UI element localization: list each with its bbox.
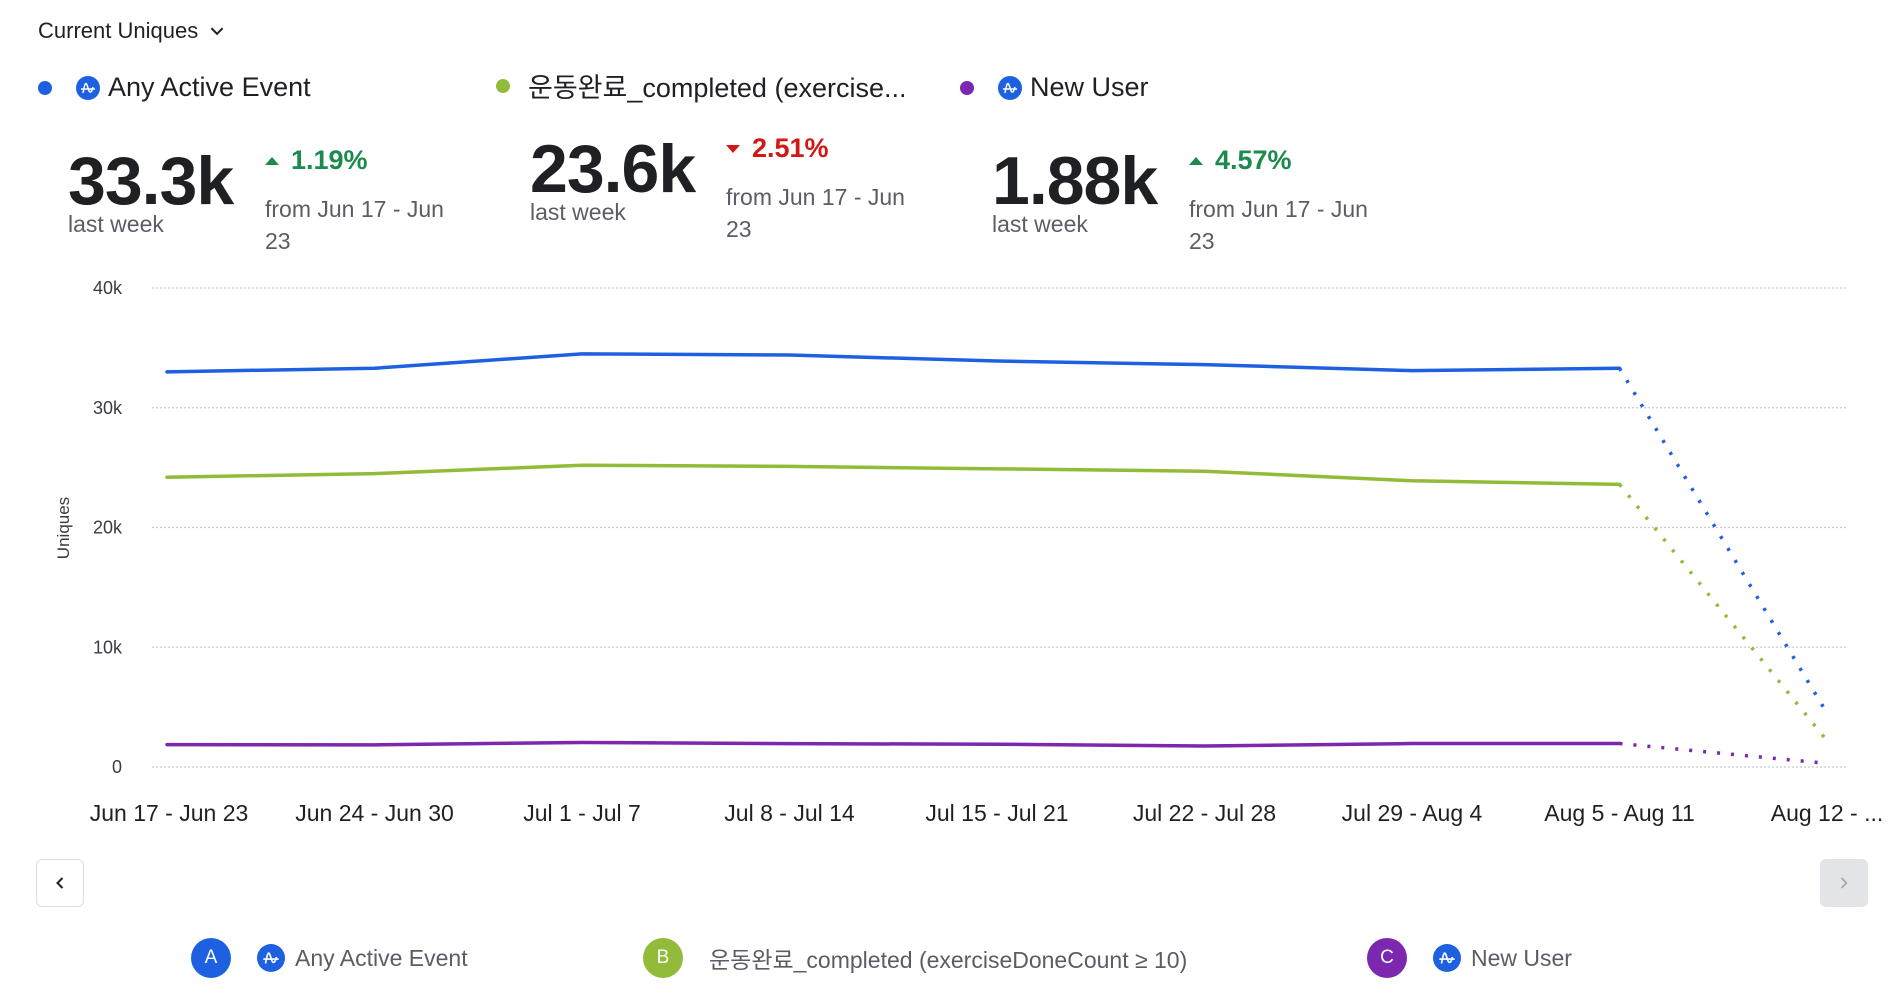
data-point[interactable] [159, 737, 175, 753]
series-value: 23.6k [530, 131, 696, 207]
legend-label: 운동완료_completed (exerciseDoneCount ≥ 10) [709, 947, 1188, 973]
y-tick-label: 0 [112, 757, 122, 777]
series-letter-badge: A [191, 938, 231, 978]
data-point[interactable] [574, 457, 590, 473]
data-point[interactable] [1404, 473, 1420, 489]
series-value-caption: last week [530, 199, 626, 225]
data-point[interactable] [367, 737, 383, 753]
data-point[interactable] [1612, 360, 1628, 376]
series-header-any-active-event: Any Active Event [38, 72, 311, 103]
chevron-left-icon [56, 877, 64, 889]
x-tick-label: Aug 5 - Aug 11 [1544, 800, 1694, 826]
y-tick-label: 30k [93, 398, 123, 418]
arrow-up-icon [265, 156, 279, 165]
delta-value: 2.51% [752, 133, 829, 163]
series-name: Any Active Event [108, 72, 311, 102]
series-incomplete-segment [1619, 741, 1828, 766]
series-c [159, 734, 1835, 771]
series-line[interactable] [165, 740, 1622, 748]
legend-item-c[interactable]: C New User [1367, 938, 1572, 978]
data-point[interactable] [1404, 363, 1420, 379]
delta-badge: 4.57% [1189, 145, 1292, 176]
data-point[interactable] [1612, 476, 1628, 492]
data-point[interactable] [1819, 755, 1835, 771]
data-point[interactable] [367, 466, 383, 482]
x-tick-label: Jul 1 - Jul 7 [523, 800, 641, 826]
legend-item-a[interactable]: A Any Active Event [191, 938, 468, 978]
metric-selector-dropdown[interactable]: Current Uniques [38, 18, 226, 44]
data-point[interactable] [989, 461, 1005, 477]
series-a [159, 346, 1835, 721]
series-color-dot [38, 80, 52, 95]
data-point[interactable] [1819, 733, 1835, 749]
series-name: 운동완료_completed (exercise... [528, 73, 907, 103]
delta-badge: 1.19% [265, 145, 368, 176]
data-point[interactable] [1612, 736, 1628, 752]
y-tick-label: 10k [93, 637, 123, 657]
x-tick-label: Jun 17 - Jun 23 [90, 800, 249, 826]
legend-label: Any Active Event [295, 944, 468, 971]
data-point[interactable] [159, 469, 175, 485]
y-axis-title: Uniques [54, 497, 73, 559]
y-tick-label: 40k [93, 278, 123, 298]
delta-value: 1.19% [291, 145, 368, 175]
arrow-up-icon [1189, 156, 1203, 165]
x-tick-label: Jul 22 - Jul 28 [1133, 800, 1276, 826]
amplitude-event-icon [76, 75, 100, 100]
x-tick-label: Jul 15 - Jul 21 [925, 800, 1068, 826]
data-point[interactable] [989, 736, 1005, 752]
data-point[interactable] [574, 734, 590, 750]
series-name: New User [1030, 72, 1149, 102]
series-incomplete-segment [1618, 483, 1829, 742]
series-color-dot [960, 80, 974, 95]
data-point[interactable] [574, 346, 590, 362]
delta-badge: 2.51% [726, 133, 829, 164]
series-header-exercise-completed: 운동완료_completed (exercise... [496, 66, 906, 105]
series-value-caption: last week [992, 211, 1088, 237]
chevron-down-icon [210, 27, 224, 36]
series-line[interactable] [165, 463, 1622, 487]
delta-period: from Jun 17 - Jun 23 [1189, 196, 1368, 254]
x-tick-label: Jul 29 - Aug 4 [1342, 800, 1483, 826]
data-point[interactable] [159, 364, 175, 380]
data-point[interactable] [782, 458, 798, 474]
data-point[interactable] [1819, 705, 1835, 721]
data-point[interactable] [1197, 463, 1213, 479]
series-value-caption: last week [68, 211, 164, 237]
arrow-down-icon [726, 144, 740, 153]
series-header-new-user: New User [960, 72, 1149, 103]
previous-page-button[interactable] [36, 859, 84, 907]
series-letter-badge: B [643, 938, 683, 978]
metric-selector-label: Current Uniques [38, 18, 199, 43]
delta-value: 4.57% [1215, 145, 1292, 175]
data-point[interactable] [1197, 357, 1213, 373]
x-tick-label: Jul 8 - Jul 14 [724, 800, 855, 826]
amplitude-event-icon [257, 944, 285, 972]
data-point[interactable] [1197, 738, 1213, 754]
x-tick-label: Jun 24 - Jun 30 [295, 800, 454, 826]
delta-period: from Jun 17 - Jun 23 [726, 184, 905, 242]
next-page-button[interactable] [1820, 859, 1868, 907]
delta-period: from Jun 17 - Jun 23 [265, 196, 444, 254]
series-value: 1.88k [992, 143, 1158, 219]
data-point[interactable] [782, 736, 798, 752]
amplitude-event-icon [1433, 944, 1461, 972]
series-b [159, 457, 1835, 749]
series-line[interactable] [165, 352, 1622, 374]
series-incomplete-segment [1618, 367, 1829, 715]
data-point[interactable] [989, 353, 1005, 369]
series-value: 33.3k [68, 143, 234, 219]
chevron-right-icon [1840, 877, 1848, 889]
data-point[interactable] [1404, 736, 1420, 752]
series-color-dot [496, 78, 510, 93]
amplitude-event-icon [998, 75, 1022, 100]
data-point[interactable] [782, 347, 798, 363]
series-letter-badge: C [1367, 938, 1407, 978]
x-tick-label: Aug 12 - ... [1771, 800, 1884, 826]
y-tick-label: 20k [93, 518, 123, 538]
data-point[interactable] [367, 360, 383, 376]
legend-label: New User [1471, 944, 1572, 971]
legend-item-b[interactable]: B 운동완료_completed (exerciseDoneCount ≥ 10… [643, 938, 1187, 978]
line-chart: 0 10k 20k 30k 40k Uniques Jun 17 - Jun 23 Jun… [54, 278, 1884, 826]
